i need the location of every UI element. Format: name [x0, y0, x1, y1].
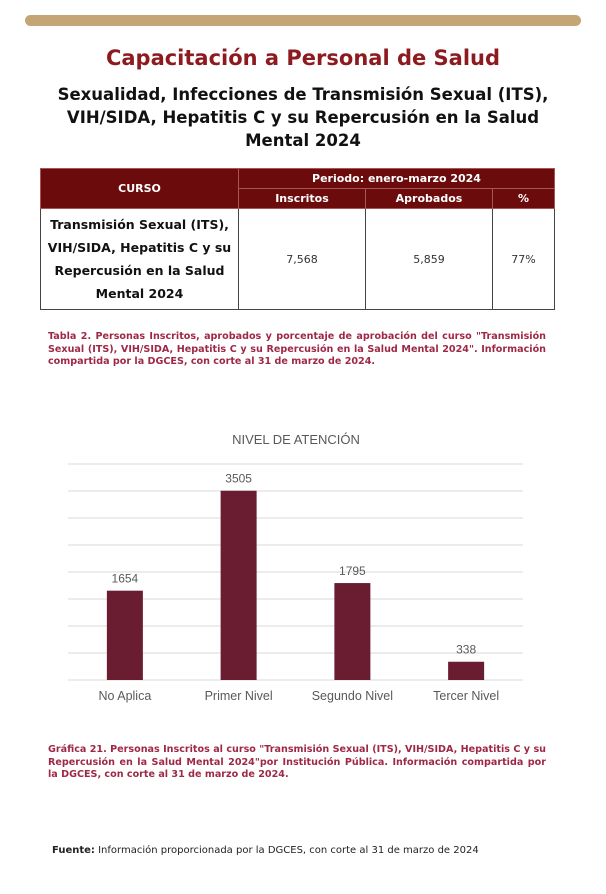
page-subtitle: Sexualidad, Infecciones de Transmisión S… — [57, 85, 549, 150]
bar — [448, 661, 485, 680]
data-label: 338 — [456, 643, 476, 657]
bar-chart: NIVEL DE ATENCIÓN 1654 No Aplica 3505 Prime… — [68, 432, 523, 703]
x-tick-label: Primer Nivel — [205, 689, 273, 703]
bar — [220, 490, 257, 680]
source-note: Fuente: Información proporcionada por la… — [52, 845, 479, 856]
x-tick-label: Tercer Nivel — [433, 689, 499, 703]
page-title: Capacitación a Personal de Salud — [105, 46, 501, 70]
aprobados-value: 5,859 — [365, 208, 493, 310]
chart-title: NIVEL DE ATENCIÓN — [232, 432, 360, 447]
data-label: 1654 — [112, 572, 139, 586]
inscritos-value: 7,568 — [238, 208, 366, 310]
col-course-header: CURSO — [40, 168, 239, 209]
period-header: Periodo: enero-marzo 2024 — [238, 168, 555, 189]
source-text: Información proporcionada por la DGCES, … — [98, 845, 479, 856]
x-tick-label: Segundo Nivel — [312, 689, 393, 703]
course-table: CURSO Periodo: enero-marzo 2024 Inscrito… — [40, 168, 555, 310]
table-caption: Tabla 2. Personas Inscritos, aprobados y… — [48, 331, 546, 367]
bar — [106, 590, 143, 680]
bar — [334, 583, 371, 680]
chart-caption: Gráfica 21. Personas Inscritos al curso … — [48, 744, 546, 780]
table-row: Transmisión Sexual (ITS), VIH/SIDA, Hepa… — [40, 208, 555, 310]
top-decorative-bar — [25, 15, 581, 26]
course-name: Transmisión Sexual (ITS), VIH/SIDA, Hepa… — [40, 208, 239, 310]
col-pct-header: % — [492, 188, 555, 209]
data-label: 1795 — [339, 564, 366, 578]
x-tick-label: No Aplica — [98, 689, 151, 703]
col-aprobados-header: Aprobados — [365, 188, 493, 209]
col-inscritos-header: Inscritos — [238, 188, 366, 209]
data-label: 3505 — [225, 472, 252, 486]
pct-value: 77% — [492, 208, 555, 310]
source-label: Fuente: — [52, 845, 95, 856]
